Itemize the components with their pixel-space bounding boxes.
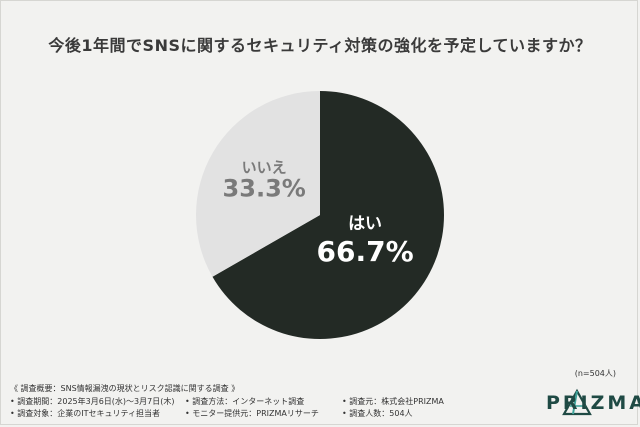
slice-label-1: いいえ — [242, 159, 287, 177]
survey-heading: 《 調査概要：SNS情報漏洩の現状とリスク認識に関する調査 》 — [10, 384, 240, 393]
pie-slice-0 — [212, 91, 444, 339]
survey-source: • 調査元：株式会社PRIZMA — [342, 396, 444, 406]
survey-count: • 調査人数：504人 — [342, 409, 413, 418]
chart-title: 今後1年間でSNSに関するセキュリティ対策の強化を予定していますか？ — [48, 36, 592, 55]
pie-slice-1 — [195, 91, 320, 277]
sample-size: (n=504人) — [574, 369, 616, 378]
survey-provider: • モニター提供元：PRIZMAリサーチ — [185, 409, 319, 418]
survey-period: • 調査期間：2025年3月6日(水)〜3月7日(木) — [10, 396, 175, 406]
survey-overview: 《 調査概要：SNS情報漏洩の現状とリスク認識に関する調査 》 • 調査期間：2… — [10, 383, 444, 421]
slice-value-label-0: 66.7% — [317, 235, 414, 268]
prizma-triangle-logo-icon — [562, 388, 592, 416]
slice-value-label-1: 33.3% — [223, 175, 306, 203]
logo-text: PRIZMA — [546, 392, 640, 414]
slice-label-0: はい — [348, 214, 382, 234]
survey-method: • 調査方法：インターネット調査 — [185, 396, 305, 406]
survey-target: • 調査対象：企業のITセキュリティ担当者 — [10, 409, 161, 418]
